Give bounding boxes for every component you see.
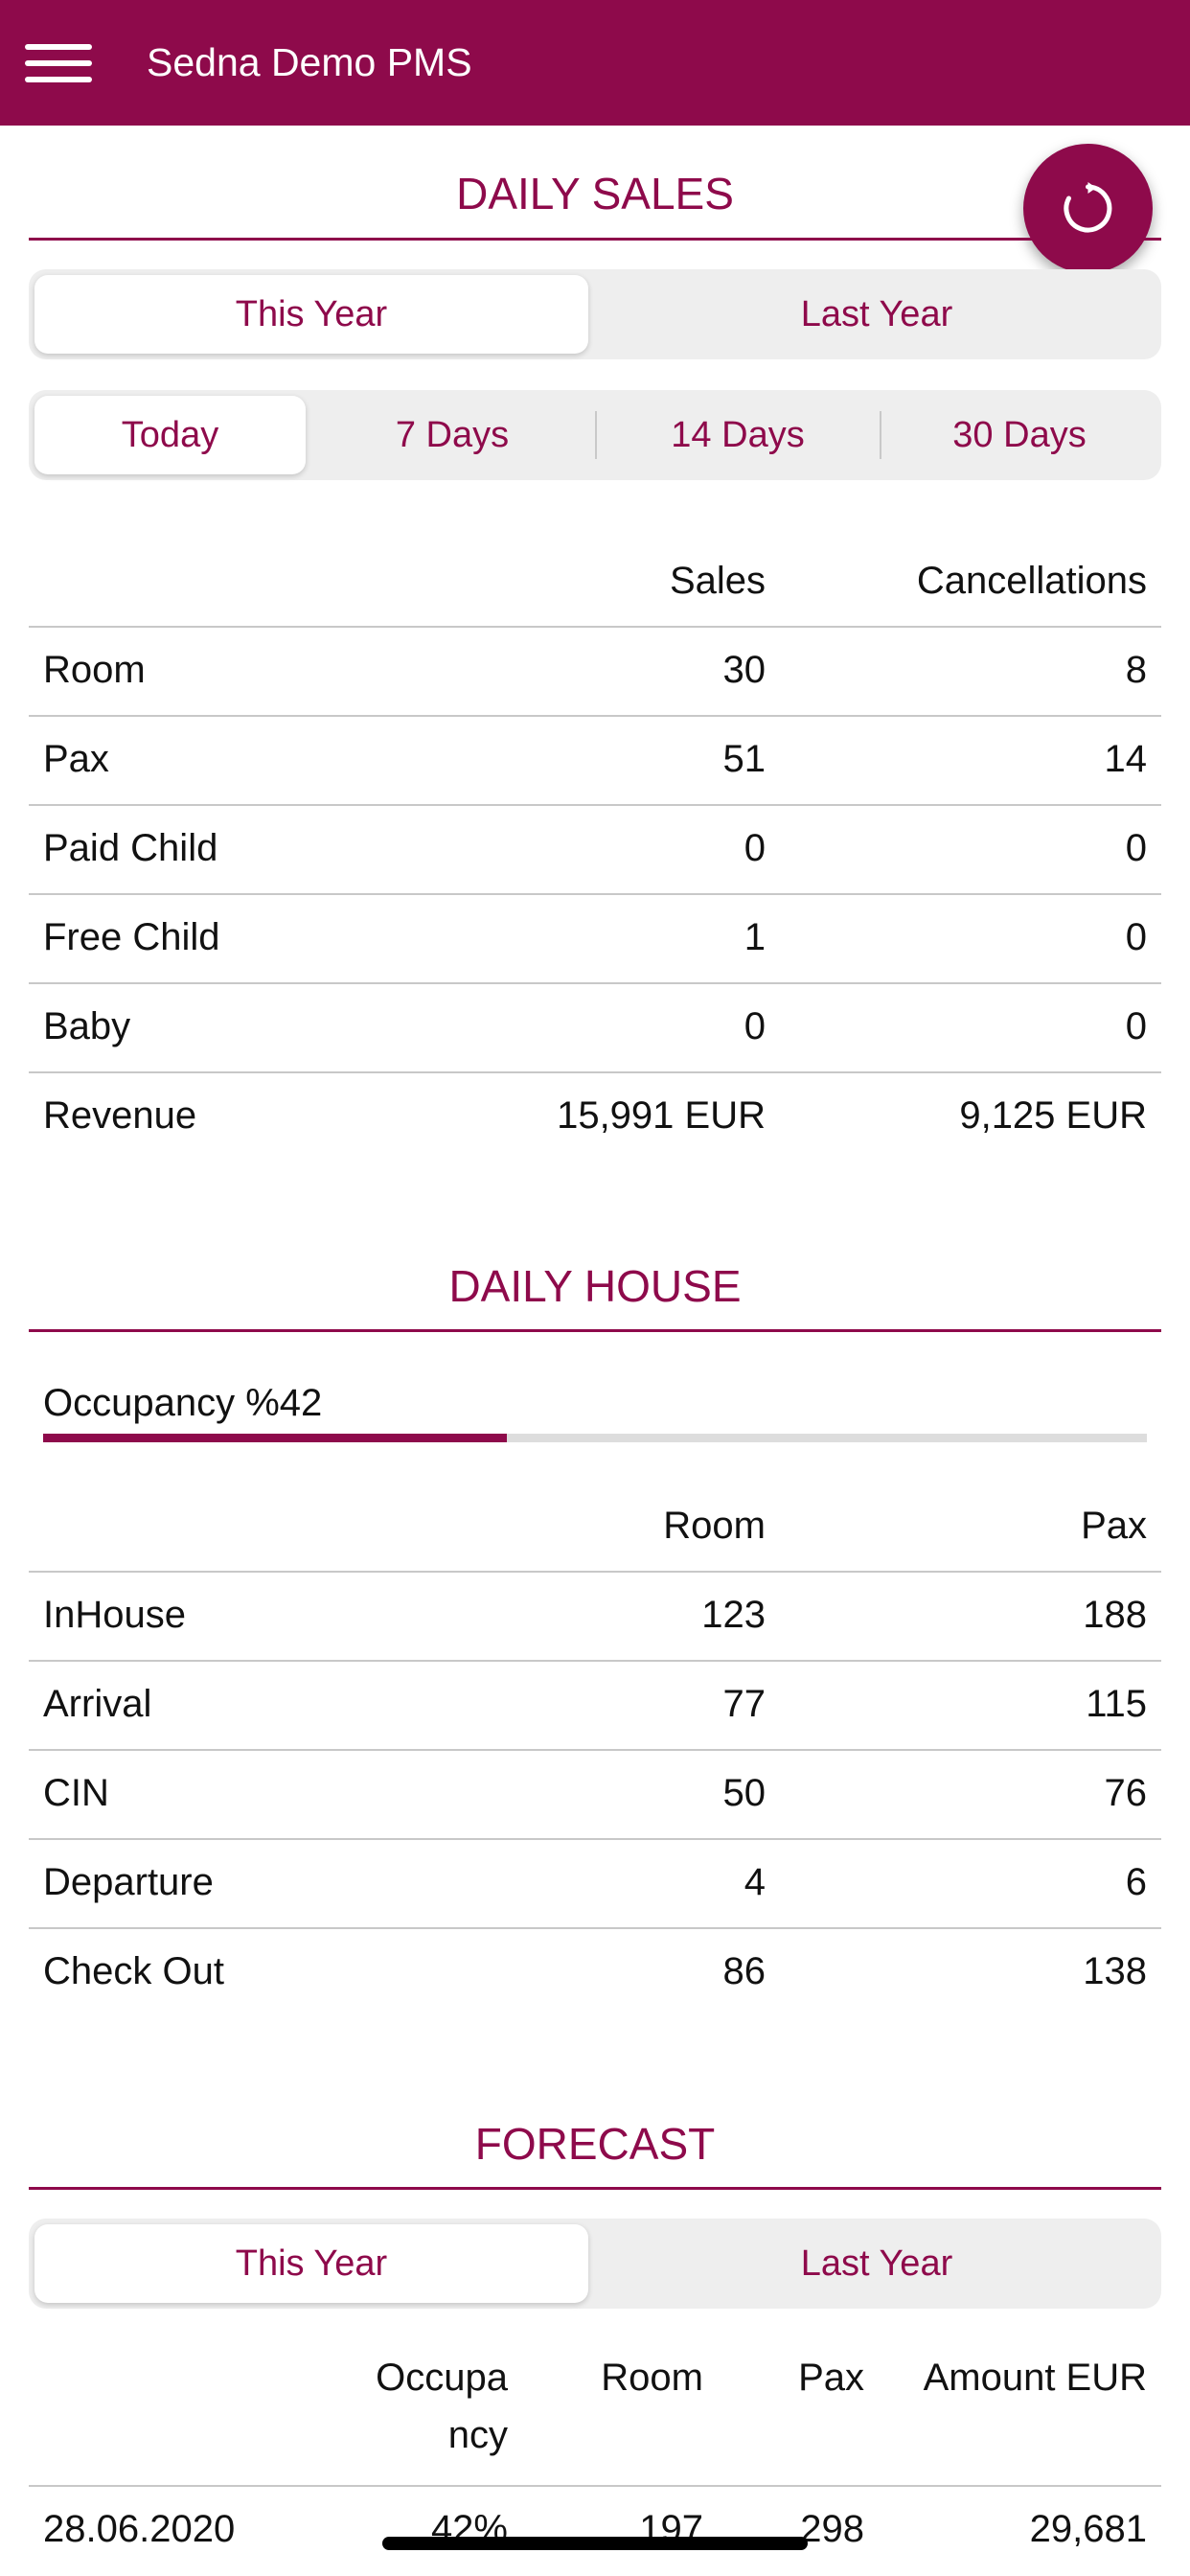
row-label: Departure — [43, 1861, 214, 1903]
table-row: Paid Child 0 0 — [29, 804, 1161, 893]
daily-sales-period-toggle: Today 7 Days 14 Days 30 Days — [29, 390, 1161, 480]
pax-value: 188 — [1083, 1594, 1147, 1636]
forecast-table: Occupa ncy Room Pax Amount EUR 28.06.202… — [29, 2353, 1161, 2574]
tab-last-year[interactable]: Last Year — [800, 2242, 953, 2284]
tab-14-days[interactable]: 14 Days — [671, 414, 805, 455]
row-label: Pax — [43, 738, 109, 780]
column-header-cancellations: Cancellations — [916, 560, 1147, 602]
pax-value: 6 — [1125, 1861, 1147, 1903]
column-header-occupancy-wrap: ncy — [447, 2414, 508, 2456]
column-header-room: Room — [663, 1505, 766, 1547]
section-divider — [29, 1329, 1161, 1332]
table-row: Pax 51 14 — [29, 715, 1161, 804]
tab-7-days[interactable]: 7 Days — [395, 414, 510, 455]
sales-value: 51 — [722, 738, 767, 780]
daily-house-table: Room Pax InHouse 123 188 Arrival 77 115 … — [29, 1482, 1161, 2016]
cancellations-value: 0 — [1125, 827, 1147, 869]
forecast-year-toggle: This Year Last Year — [29, 2219, 1161, 2309]
sales-value: 30 — [722, 649, 767, 691]
room-value: 123 — [701, 1594, 766, 1636]
table-row: Check Out 86 138 — [29, 1927, 1161, 2016]
segment-divider — [595, 411, 597, 459]
column-header-pax: Pax — [798, 2357, 864, 2399]
row-label: Paid Child — [43, 827, 218, 869]
daily-sales-year-toggle: This Year Last Year — [29, 269, 1161, 359]
column-header-room: Room — [601, 2357, 703, 2399]
table-row: CIN 50 76 — [29, 1749, 1161, 1838]
table-row: Revenue 15,991 EUR 9,125 EUR — [29, 1071, 1161, 1161]
daily-sales-table: Sales Cancellations Room 30 8 Pax 51 14 … — [29, 537, 1161, 1161]
hamburger-menu-icon[interactable] — [25, 44, 92, 82]
table-row: Departure 4 6 — [29, 1838, 1161, 1927]
row-label: Baby — [43, 1005, 131, 1047]
occupancy-label: Occupancy %42 — [43, 1382, 323, 1424]
column-header-occupancy: Occupa — [376, 2357, 508, 2399]
table-row: 28.06.2020 42% 197 298 29,681 — [29, 2485, 1161, 2574]
app-title: Sedna Demo PMS — [147, 40, 472, 84]
column-header-pax: Pax — [1081, 1505, 1147, 1547]
table-header: Sales Cancellations — [29, 537, 1161, 626]
cancellations-value: 0 — [1125, 916, 1147, 958]
refresh-icon — [1064, 182, 1112, 233]
room-value: 86 — [722, 1950, 767, 1992]
tab-30-days[interactable]: 30 Days — [952, 414, 1087, 455]
table-header: Occupa ncy Room Pax Amount EUR — [29, 2353, 1161, 2485]
row-label: Free Child — [43, 916, 220, 958]
tab-this-year[interactable]: This Year — [34, 2224, 588, 2303]
table-header: Room Pax — [29, 1482, 1161, 1571]
table-row: Room 30 8 — [29, 626, 1161, 715]
tab-last-year[interactable]: Last Year — [800, 293, 953, 334]
pax-value: 138 — [1083, 1950, 1147, 1992]
tab-today[interactable]: Today — [34, 396, 306, 474]
pax-value: 76 — [1104, 1772, 1148, 1814]
segment-divider — [880, 411, 881, 459]
refresh-button[interactable] — [1023, 144, 1153, 273]
pax-value: 298 — [800, 2508, 864, 2550]
cancellations-value: 8 — [1125, 649, 1147, 691]
row-label: Check Out — [43, 1950, 224, 1992]
section-divider — [29, 2187, 1161, 2190]
cancellations-value: 14 — [1104, 738, 1148, 780]
forecast-date: 28.06.2020 — [43, 2508, 236, 2550]
sales-value: 0 — [744, 1005, 766, 1047]
row-label: CIN — [43, 1772, 109, 1814]
row-label: Arrival — [43, 1683, 152, 1725]
room-value: 77 — [722, 1683, 767, 1725]
section-divider — [29, 238, 1161, 241]
cancellations-value: 9,125 EUR — [959, 1094, 1147, 1137]
sales-value: 0 — [744, 827, 766, 869]
table-row: Arrival 77 115 — [29, 1660, 1161, 1749]
home-indicator — [382, 2537, 808, 2550]
room-value: 4 — [744, 1861, 766, 1903]
occupancy-progress-fill — [43, 1434, 507, 1442]
row-label: Room — [43, 649, 146, 691]
daily-sales-title: DAILY SALES — [456, 169, 734, 218]
pax-value: 115 — [1086, 1683, 1147, 1725]
daily-house-title: DAILY HOUSE — [448, 1261, 742, 1311]
table-row: Free Child 1 0 — [29, 893, 1161, 982]
table-row: InHouse 123 188 — [29, 1571, 1161, 1660]
room-value: 50 — [722, 1772, 767, 1814]
row-label: Revenue — [43, 1094, 197, 1137]
tab-this-year[interactable]: This Year — [34, 275, 588, 354]
amount-value: 29,681 — [1029, 2508, 1147, 2550]
column-header-amount: Amount EUR — [923, 2357, 1147, 2399]
forecast-title: FORECAST — [474, 2119, 716, 2169]
cancellations-value: 0 — [1125, 1005, 1147, 1047]
occupancy-progress-bar — [43, 1434, 1147, 1442]
table-row: Baby 0 0 — [29, 982, 1161, 1071]
row-label: InHouse — [43, 1594, 186, 1636]
sales-value: 15,991 EUR — [557, 1094, 766, 1137]
column-header-sales: Sales — [669, 560, 766, 602]
sales-value: 1 — [744, 916, 766, 958]
app-header: Sedna Demo PMS — [0, 0, 1190, 126]
